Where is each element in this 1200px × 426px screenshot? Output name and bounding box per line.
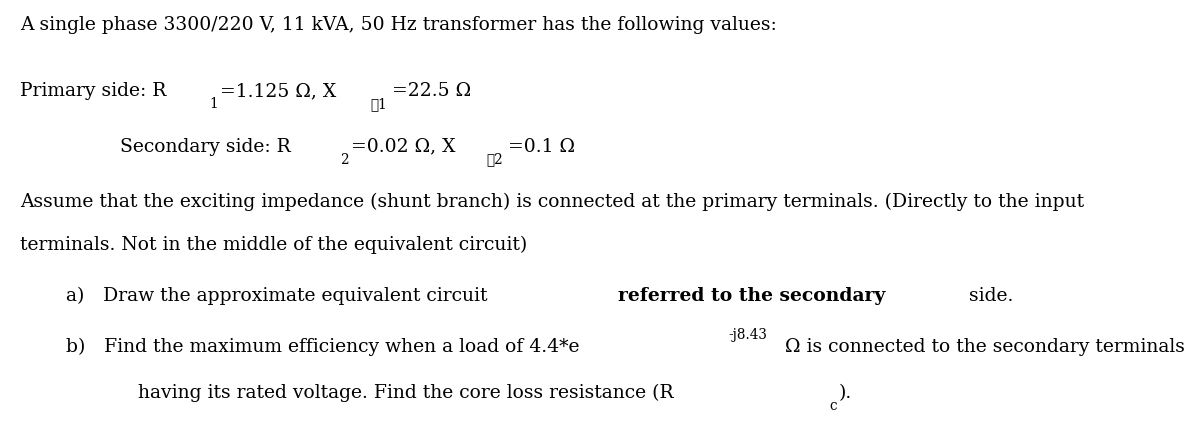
- Text: ℓ2: ℓ2: [486, 152, 503, 166]
- Text: =0.1 Ω: =0.1 Ω: [508, 137, 575, 155]
- Text: ℓ1: ℓ1: [371, 97, 388, 111]
- Text: =1.125 Ω, X: =1.125 Ω, X: [221, 82, 337, 100]
- Text: referred to the secondary: referred to the secondary: [618, 286, 884, 304]
- Text: 1: 1: [209, 97, 218, 111]
- Text: terminals. Not in the middle of the equivalent circuit): terminals. Not in the middle of the equi…: [20, 235, 528, 253]
- Text: Ω is connected to the secondary terminals: Ω is connected to the secondary terminal…: [779, 337, 1184, 355]
- Text: =0.02 Ω, X: =0.02 Ω, X: [352, 137, 456, 155]
- Text: c: c: [829, 398, 836, 412]
- Text: b) Find the maximum efficiency when a load of 4.4*e: b) Find the maximum efficiency when a lo…: [66, 337, 580, 355]
- Text: 2: 2: [341, 152, 349, 166]
- Text: A single phase 3300/220 V, 11 kVA, 50 Hz transformer has the following values:: A single phase 3300/220 V, 11 kVA, 50 Hz…: [20, 16, 778, 34]
- Text: ).: ).: [839, 383, 852, 401]
- Text: a) Draw the approximate equivalent circuit: a) Draw the approximate equivalent circu…: [66, 286, 493, 304]
- Text: =22.5 Ω: =22.5 Ω: [392, 82, 472, 100]
- Text: Assume that the exciting impedance (shunt branch) is connected at the primary te: Assume that the exciting impedance (shun…: [20, 193, 1085, 210]
- Text: Primary side: R: Primary side: R: [20, 82, 167, 100]
- Text: having its rated voltage. Find the core loss resistance (R: having its rated voltage. Find the core …: [138, 383, 673, 401]
- Text: -j8.43: -j8.43: [728, 328, 768, 342]
- Text: side.: side.: [962, 286, 1013, 304]
- Text: Secondary side: R: Secondary side: R: [120, 137, 290, 155]
